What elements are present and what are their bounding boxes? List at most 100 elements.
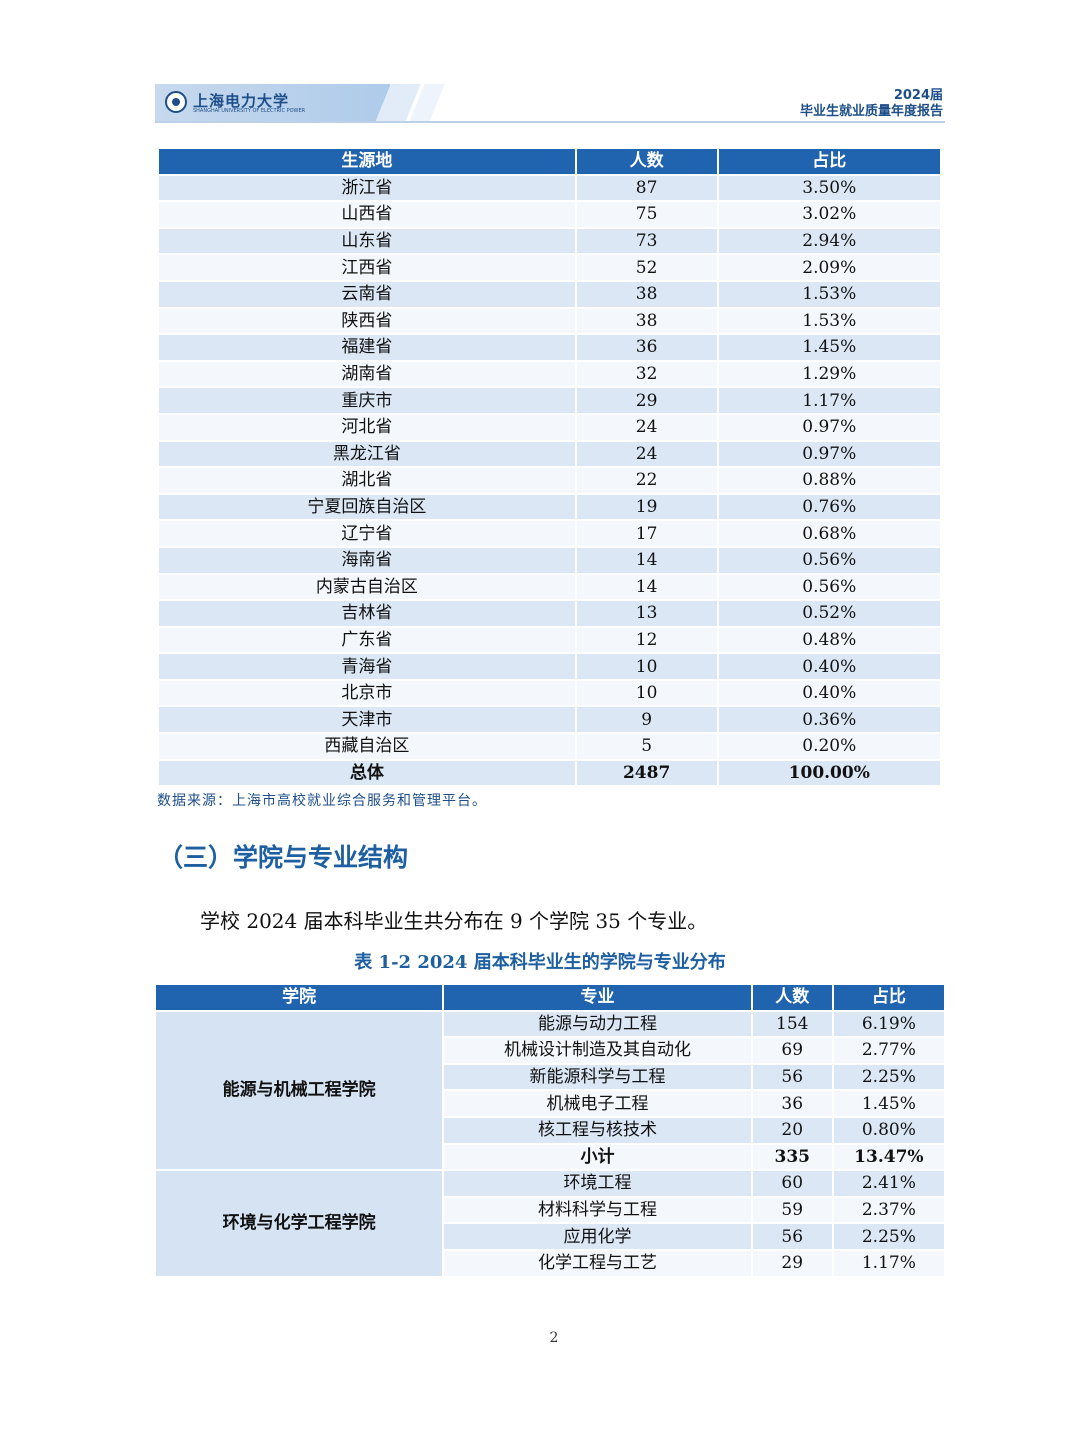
- origin-cell: 江西省: [159, 255, 575, 280]
- share-cell: 0.40%: [718, 680, 940, 706]
- header-rule: [155, 121, 945, 123]
- count-cell: 17: [576, 521, 717, 546]
- subtotal-share: 13.47%: [833, 1144, 944, 1170]
- share-cell: 1.45%: [833, 1091, 944, 1116]
- origin-cell: 广东省: [159, 627, 575, 653]
- origin-cell: 山西省: [159, 202, 575, 227]
- table-row: 内蒙古自治区 14 0.56%: [159, 574, 940, 600]
- table-row: 云南省 38 1.53%: [159, 281, 940, 307]
- count-cell: 14: [576, 547, 717, 573]
- origin-cell: 北京市: [159, 680, 575, 706]
- share-cell: 1.17%: [718, 388, 940, 413]
- column-header: 生源地: [159, 149, 575, 174]
- count-cell: 69: [752, 1038, 832, 1063]
- share-cell: 0.88%: [718, 468, 940, 493]
- table-row: 湖南省 32 1.29%: [159, 361, 940, 387]
- page-header: 上海电力大学 SHANGHAI UNIVERSITY OF ELECTRIC P…: [155, 84, 945, 124]
- share-cell: 2.41%: [833, 1171, 944, 1196]
- origin-table-body: 浙江省 87 3.50% 山西省 75 3.02% 山东省 73 2.94% 江西省 52 2.09%…: [159, 175, 940, 786]
- origin-cell: 湖北省: [159, 468, 575, 493]
- body-paragraph: 学校 2024 届本科毕业生共分布在 9 个学院 35 个专业。: [200, 909, 708, 933]
- count-cell: 154: [752, 1011, 832, 1037]
- share-cell: 0.68%: [718, 521, 940, 546]
- major-cell: 新能源科学与工程: [444, 1064, 751, 1090]
- table-row: 材料科学与工程 59 2.37%: [156, 1197, 944, 1223]
- origin-cell: 海南省: [159, 547, 575, 573]
- data-source-note: 数据来源：上海市高校就业综合服务和管理平台。: [157, 793, 487, 809]
- count-cell: 56: [752, 1224, 832, 1249]
- table-row: 黑龙江省 24 0.97%: [159, 441, 940, 467]
- table-caption: 表 1-2 2024 届本科毕业生的学院与专业分布: [354, 952, 726, 973]
- share-cell: 0.97%: [718, 441, 940, 467]
- report-title-block: 2024届 毕业生就业质量年度报告: [800, 88, 943, 120]
- count-cell: 36: [752, 1091, 832, 1116]
- count-cell: 24: [576, 441, 717, 467]
- count-cell: 75: [576, 202, 717, 227]
- table-row: 北京市 10 0.40%: [159, 680, 940, 706]
- table-row: 山西省 75 3.02%: [159, 202, 940, 227]
- origin-cell: 宁夏回族自治区: [159, 494, 575, 520]
- origin-cell: 福建省: [159, 335, 575, 360]
- table-row: 广东省 12 0.48%: [159, 627, 940, 653]
- count-cell: 20: [752, 1117, 832, 1143]
- college-cell: 环境与化学工程学院: [156, 1171, 443, 1276]
- origin-cell: 陕西省: [159, 308, 575, 334]
- count-cell: 32: [576, 361, 717, 387]
- count-cell: 14: [576, 574, 717, 600]
- count-cell: 10: [576, 654, 717, 679]
- table-header-row: 学院 专业 人数 占比: [156, 985, 944, 1010]
- count-cell: 9: [576, 707, 717, 733]
- count-cell: 60: [752, 1171, 832, 1196]
- share-cell: 1.17%: [833, 1250, 944, 1276]
- count-cell: 10: [576, 680, 717, 706]
- origin-cell: 湖南省: [159, 361, 575, 387]
- table-row: 应用化学 56 2.25%: [156, 1224, 944, 1249]
- table-row: 青海省 10 0.40%: [159, 654, 940, 679]
- origin-cell: 浙江省: [159, 175, 575, 201]
- page-number: 2: [549, 1330, 559, 1346]
- origin-cell: 山东省: [159, 228, 575, 254]
- count-cell: 29: [752, 1250, 832, 1276]
- origin-cell: 西藏自治区: [159, 734, 575, 759]
- major-cell: 环境工程: [444, 1171, 751, 1196]
- college-major-table-body: 能源与机械工程学院 能源与动力工程 154 6.19% 机械设计制造及其自动化 69 2.7…: [156, 1011, 944, 1276]
- share-cell: 2.37%: [833, 1197, 944, 1223]
- table-row: 浙江省 87 3.50%: [159, 175, 940, 201]
- count-cell: 13: [576, 601, 717, 626]
- table-row: 海南省 14 0.56%: [159, 547, 940, 573]
- total-count: 2487: [576, 760, 717, 786]
- origin-cell: 内蒙古自治区: [159, 574, 575, 600]
- count-cell: 24: [576, 414, 717, 440]
- university-logo-text: 上海电力大学: [193, 92, 290, 110]
- share-cell: 0.80%: [833, 1117, 944, 1143]
- origin-cell: 云南省: [159, 281, 575, 307]
- major-cell: 化学工程与工艺: [444, 1250, 751, 1276]
- table-row: 化学工程与工艺 29 1.17%: [156, 1250, 944, 1276]
- subtotal-count: 335: [752, 1144, 832, 1170]
- share-cell: 0.20%: [718, 734, 940, 759]
- count-cell: 56: [752, 1064, 832, 1090]
- section-title: （三）学院与专业结构: [158, 843, 409, 872]
- major-cell: 能源与动力工程: [444, 1011, 751, 1037]
- column-header: 人数: [576, 149, 717, 174]
- share-cell: 0.56%: [718, 547, 940, 573]
- share-cell: 1.53%: [718, 281, 940, 307]
- table-row: 江西省 52 2.09%: [159, 255, 940, 280]
- origin-cell: 天津市: [159, 707, 575, 733]
- total-label: 总体: [159, 760, 575, 786]
- report-title: 毕业生就业质量年度报告: [799, 104, 943, 119]
- share-cell: 6.19%: [833, 1011, 944, 1037]
- table-header-row: 生源地 人数 占比: [159, 149, 940, 174]
- table-row: 陕西省 38 1.53%: [159, 308, 940, 334]
- college-cell: 能源与机械工程学院: [156, 1011, 443, 1170]
- table-row: 核工程与核技术 20 0.80%: [156, 1117, 944, 1143]
- share-cell: 0.56%: [718, 574, 940, 600]
- major-cell: 核工程与核技术: [444, 1117, 751, 1143]
- count-cell: 87: [576, 175, 717, 201]
- table-row: 新能源科学与工程 56 2.25%: [156, 1064, 944, 1090]
- table-row: 机械设计制造及其自动化 69 2.77%: [156, 1038, 944, 1063]
- header-band: [155, 84, 390, 122]
- share-cell: 2.25%: [833, 1064, 944, 1090]
- share-cell: 1.45%: [718, 335, 940, 360]
- total-row: 总体 2487 100.00%: [159, 760, 940, 786]
